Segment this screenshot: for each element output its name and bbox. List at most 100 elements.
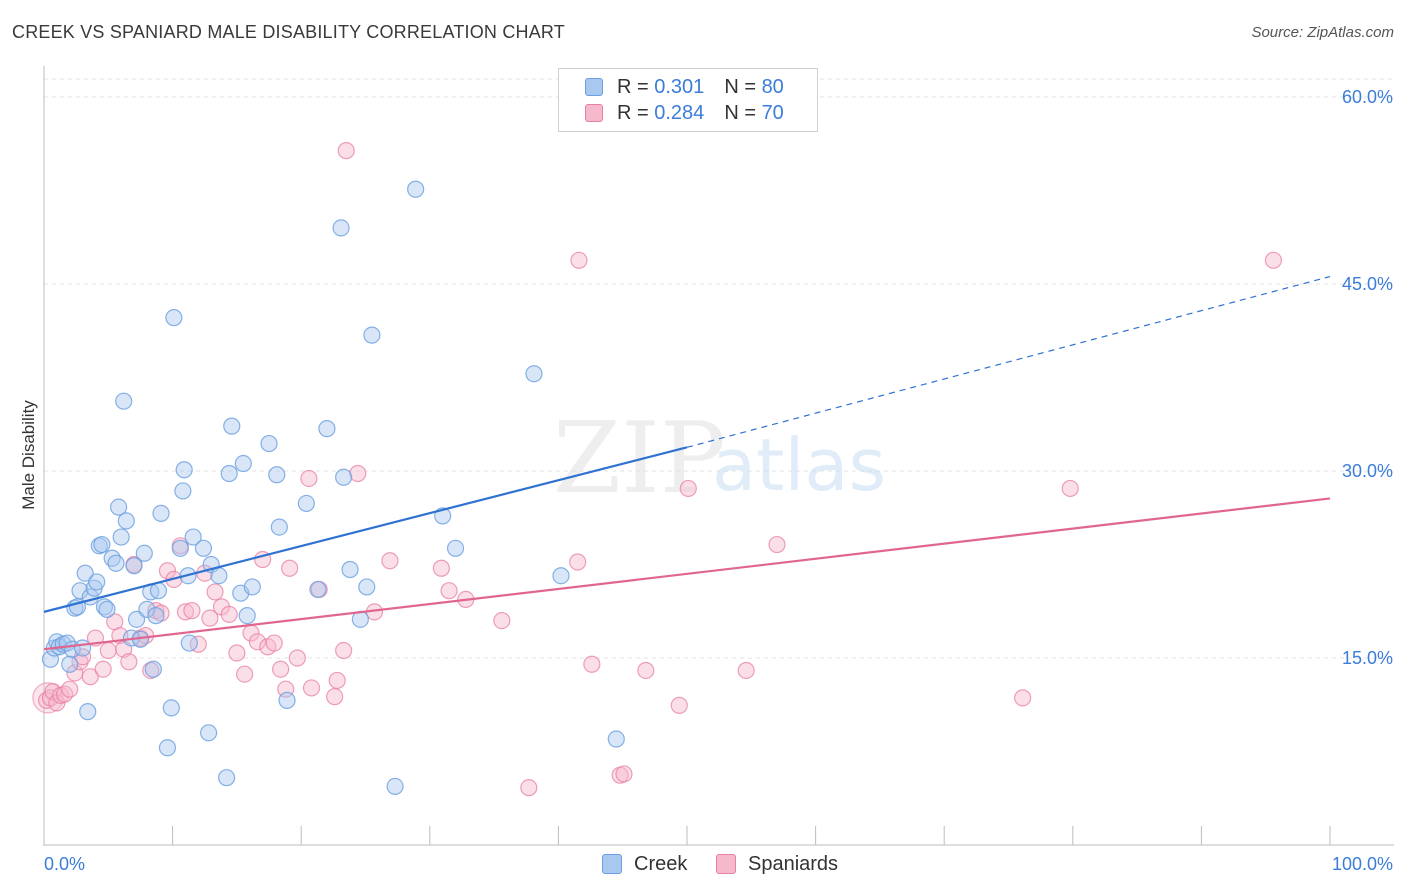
spaniards-point [737,661,755,680]
creek-point [165,309,183,327]
creek-point [358,578,376,596]
spaniards-point [569,553,587,571]
y-axis-label: Male Disability [19,400,38,510]
spaniards-point [272,660,290,678]
creek-point [335,468,353,486]
spaniards-trendline [43,497,1331,651]
creek-point [117,512,135,530]
spaniards-point [520,779,538,797]
creek-point [238,607,256,625]
spaniards-point [201,609,219,627]
spaniards-point [158,562,177,580]
creek-point [194,539,213,557]
creek-point [175,461,193,479]
spaniards-point [768,535,786,554]
creek-point [318,420,336,438]
creek-point [268,466,286,484]
legend-n-label: N = [724,101,756,124]
creek-trendline [43,446,688,613]
spaniards-point [302,679,321,697]
y-tick-label: 30.0% [1342,461,1393,481]
creek-point [171,539,189,557]
creek-label: Creek [634,852,688,875]
spaniards-point [183,602,201,620]
creek-point [127,610,146,628]
spaniards-swatch [585,104,603,122]
spaniards-point [1014,689,1032,707]
spaniards-points [32,142,1283,797]
spaniards-point [326,688,344,706]
spaniards-point [99,641,117,660]
creek-point [607,730,625,748]
spaniards-point [120,653,138,671]
bottom-legend-spaniards: Spaniards [716,851,838,877]
creek-point [220,464,238,483]
spaniards-point [670,696,688,714]
creek-point [107,554,125,572]
spaniards-point [248,633,267,651]
legend-n-label: N = [724,75,756,98]
creek-point [138,600,156,618]
creek-point [341,560,359,579]
creek-swatch [602,854,622,874]
axes [43,66,1394,846]
creek-point [243,578,261,596]
y-tick-label: 15.0% [1342,648,1393,668]
creek-point [109,498,128,516]
spaniards-point [335,641,353,660]
creek-point [41,650,60,668]
spaniards-point [288,649,306,667]
spaniards-point [189,635,207,653]
spaniards-point [81,668,99,686]
spaniards-point [1061,479,1079,498]
x-tick-label: 0.0% [44,854,85,874]
creek-point [260,434,278,453]
spaniards-point [583,655,601,673]
spaniards-point [94,660,112,678]
creek-point [552,567,570,585]
watermark: ZIP atlas [553,402,886,516]
x-tick-labels: 0.0% 100.0% [44,854,1393,874]
x-tick-label: 100.0% [1332,854,1393,874]
creek-point [270,518,288,536]
spaniards-swatch [716,854,736,874]
creek-point [407,180,425,198]
creek-point [363,326,381,344]
creek-point [115,392,133,410]
spaniards-point [432,559,450,577]
creek-point [158,739,177,757]
creek-point [61,655,79,673]
creek-point [200,724,218,742]
spaniards-point [440,582,458,600]
creek-point [147,607,165,625]
creek-point [386,777,404,796]
creek-point [446,539,465,557]
spaniards-point [55,685,74,703]
legend-row-creek: R = 0.301 N = 80 [585,75,784,99]
creek-point [125,557,143,575]
spaniards-point [349,464,367,483]
spaniards-label: Spaniards [748,852,839,875]
creek-point [234,454,252,473]
creek-point [297,494,315,513]
spaniards-point [71,653,89,671]
spaniards-point [615,765,633,783]
creek-point [98,600,116,618]
legend-n-value: 70 [761,101,784,124]
spaniards-point [176,603,195,621]
creek-point [525,365,543,383]
spaniards-point [637,661,655,680]
legend-r-value: 0.301 [654,75,705,98]
spaniards-point [1264,251,1283,269]
spaniards-point [236,665,254,683]
spaniards-point [570,251,588,269]
creek-point [144,660,162,678]
creek-point [278,691,296,709]
creek-point [184,528,202,546]
legend-r-label: R = [617,101,649,124]
creek-point [332,219,350,237]
y-tick-label: 60.0% [1342,87,1393,107]
legend-r-label: R = [617,75,649,98]
creek-point [152,504,170,522]
